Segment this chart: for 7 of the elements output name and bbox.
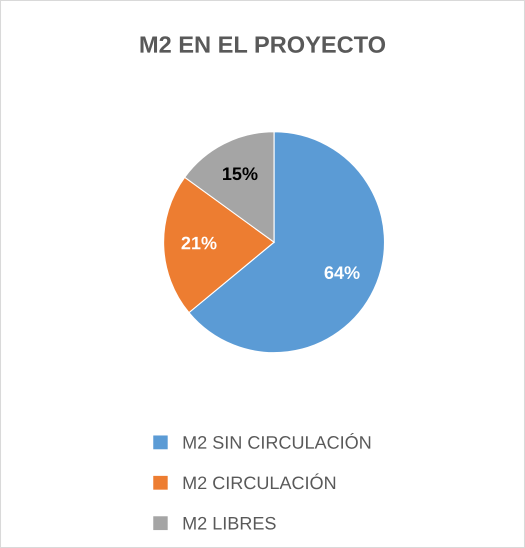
data-label: 15% [223,167,258,180]
legend-label: M2 LIBRES [184,516,276,530]
legend-label: M2 CIRCULACIÓN [184,473,336,490]
data-label: 21% [182,236,217,250]
data-label: 64% [324,266,360,280]
legend-label: M2 SIN CIRCULACIÓN [184,432,370,449]
chart-title: M2 EN EL PROYECTO [140,36,386,53]
